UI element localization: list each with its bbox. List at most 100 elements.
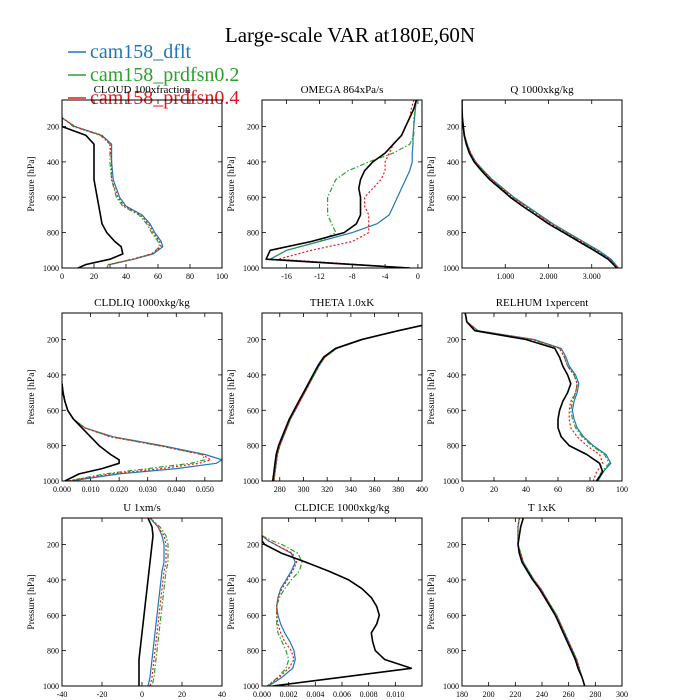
y-tick-label: 400 [247,371,259,380]
x-tick-label: 0.010 [386,690,404,699]
series-line [517,518,586,686]
y-tick-label: 200 [447,123,459,132]
series-line [262,535,296,686]
y-tick-label: 600 [447,406,459,415]
x-tick-label: 0.000 [253,690,271,699]
x-tick-label: 3.000 [583,272,601,281]
x-tick-label: 240 [536,690,548,699]
panel-title: CLDLIQ 1000xkg/kg [94,297,190,309]
series-line [269,100,417,268]
legend-item: cam158_prdfsn0.4 [68,87,239,109]
x-tick-label: 280 [589,690,601,699]
x-tick-label: -40 [57,690,68,699]
series-line [273,324,422,481]
x-tick-label: 180 [456,690,468,699]
y-tick-label: 600 [447,611,459,620]
panel: Q 1000xkg/kg Pressure [hPa] 200 400 600 800 10… [427,84,623,281]
series-line [462,100,619,268]
series-lines [265,100,418,268]
y-tick-label: 200 [47,541,59,550]
x-tick-label: 0.006 [333,690,351,699]
x-tick-label: 0 [60,272,64,281]
plot-frame [461,517,623,687]
x-tick-label: 100 [216,272,228,281]
y-tick-label: 400 [447,158,459,167]
series-line [273,324,422,481]
panel-title: Q 1000xkg/kg [510,84,574,96]
panel-title: CLOUD 100xfraction [94,84,191,96]
panel: CLDICE 1000xkg/kg Pressure [hPa] 200 400 600… [227,502,423,699]
series-line [517,518,586,686]
y-tick-label: 400 [47,576,59,585]
series-line [62,383,206,481]
figure-title: Large-scale VAR at180E,60N [225,23,475,47]
y-axis-label: Pressure [hPa] [427,156,437,211]
y-tick-label: 200 [247,123,259,132]
x-tick-label: 2.000 [539,272,557,281]
legend-label: cam158_dflt [90,41,192,63]
x-tick-label: 0.004 [306,690,324,699]
x-tick-label: 300 [616,690,628,699]
plot-frame [261,99,423,269]
series-line [62,117,162,268]
series-line [149,518,167,686]
x-tick-label: -20 [97,690,108,699]
plot-frame [61,99,223,269]
x-tick-label: 280 [274,485,286,494]
y-tick-label: 800 [47,647,59,656]
x-tick-label: 340 [345,485,357,494]
x-tick-label: 0.020 [110,485,128,494]
x-tick-label: -8 [349,272,356,281]
y-tick-label: 1000 [443,682,459,691]
x-tick-label: 0.000 [53,485,71,494]
x-tick-label: 0.008 [360,690,378,699]
series-line [62,117,124,268]
y-tick-label: 600 [47,406,59,415]
x-tick-label: 0.030 [139,485,157,494]
x-tick-label: 0.010 [82,485,100,494]
series-line [62,383,120,481]
series-line [462,100,619,268]
y-tick-label: 1000 [443,477,459,486]
series-line [517,518,586,686]
legend-item: cam158_prdfsn0.2 [68,64,239,86]
x-tick-label: 0.050 [196,485,214,494]
series-line [149,518,169,686]
y-tick-label: 200 [447,541,459,550]
plot-frame [461,99,623,269]
panel-title: T 1xK [528,502,556,514]
x-tick-label: 40 [218,690,226,699]
x-tick-label: 100 [616,485,628,494]
y-tick-label: 400 [247,158,259,167]
y-tick-label: 1000 [243,264,259,273]
x-tick-label: 0.002 [280,690,298,699]
x-tick-label: 200 [483,690,495,699]
series-line [147,518,165,686]
series-lines [464,313,612,481]
series-line [277,100,415,268]
series-line [462,100,619,268]
series-line [262,535,298,686]
legend-label: cam158_prdfsn0.4 [90,87,239,109]
series-line [464,313,610,481]
panel-title: THETA 1.0xK [310,297,375,309]
plot-frame [261,517,423,687]
x-tick-label: 320 [321,485,333,494]
plot-frame [61,312,223,482]
x-tick-label: 60 [154,272,162,281]
x-tick-label: 40 [122,272,130,281]
y-tick-label: 200 [47,336,59,345]
y-tick-label: 800 [247,442,259,451]
plot-frame [261,312,423,482]
x-tick-label: 20 [90,272,98,281]
series-line [62,383,212,481]
series-lines [462,100,619,268]
x-tick-label: 220 [509,690,521,699]
y-tick-label: 1000 [243,477,259,486]
x-tick-label: 0 [460,485,464,494]
